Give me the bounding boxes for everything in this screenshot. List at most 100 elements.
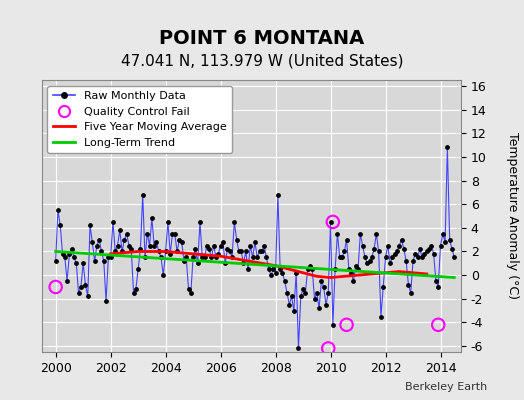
- Point: [198, 254, 206, 260]
- Y-axis label: Temperature Anomaly (°C): Temperature Anomaly (°C): [506, 132, 519, 300]
- Point: [294, 345, 303, 352]
- Point: [287, 293, 296, 300]
- Point: [79, 260, 88, 266]
- Point: [395, 242, 403, 249]
- Point: [196, 219, 204, 225]
- Point: [402, 258, 410, 264]
- Point: [95, 236, 103, 243]
- Point: [411, 251, 420, 257]
- Point: [262, 254, 270, 260]
- Point: [191, 246, 200, 252]
- Point: [88, 239, 96, 245]
- Point: [413, 254, 422, 260]
- Point: [253, 254, 261, 260]
- Point: [223, 246, 232, 252]
- Point: [347, 270, 355, 276]
- Point: [51, 284, 60, 290]
- Legend: Raw Monthly Data, Quality Control Fail, Five Year Moving Average, Long-Term Tren: Raw Monthly Data, Quality Control Fail, …: [48, 86, 233, 153]
- Point: [175, 236, 183, 243]
- Point: [173, 248, 181, 255]
- Point: [145, 242, 154, 249]
- Point: [127, 246, 135, 252]
- Point: [221, 260, 230, 266]
- Point: [237, 248, 245, 255]
- Point: [93, 242, 101, 249]
- Point: [187, 290, 195, 296]
- Point: [276, 266, 285, 272]
- Point: [377, 313, 385, 320]
- Text: Berkeley Earth: Berkeley Earth: [405, 382, 487, 392]
- Point: [225, 248, 234, 255]
- Point: [285, 302, 293, 308]
- Point: [200, 254, 209, 260]
- Point: [152, 239, 161, 245]
- Point: [157, 254, 165, 260]
- Point: [280, 278, 289, 284]
- Point: [345, 266, 353, 272]
- Point: [242, 248, 250, 255]
- Point: [308, 266, 316, 272]
- Point: [51, 258, 60, 264]
- Point: [340, 248, 348, 255]
- Point: [235, 248, 243, 255]
- Point: [141, 254, 149, 260]
- Point: [393, 248, 401, 255]
- Point: [129, 290, 138, 296]
- Point: [102, 298, 110, 304]
- Point: [65, 251, 73, 257]
- Point: [233, 236, 241, 243]
- Point: [372, 230, 380, 237]
- Point: [297, 293, 305, 300]
- Point: [118, 248, 126, 255]
- Point: [104, 254, 113, 260]
- Point: [363, 260, 372, 266]
- Point: [381, 254, 390, 260]
- Point: [171, 230, 179, 237]
- Point: [320, 284, 328, 290]
- Point: [86, 222, 94, 229]
- Point: [138, 192, 147, 198]
- Point: [148, 215, 156, 222]
- Point: [182, 254, 190, 260]
- Point: [230, 219, 238, 225]
- Point: [439, 230, 447, 237]
- Point: [335, 254, 344, 260]
- Point: [161, 248, 170, 255]
- Point: [375, 248, 383, 255]
- Point: [430, 251, 438, 257]
- Point: [111, 248, 119, 255]
- Point: [83, 293, 92, 300]
- Point: [299, 286, 307, 292]
- Point: [329, 219, 337, 225]
- Point: [409, 258, 417, 264]
- Point: [260, 242, 268, 249]
- Point: [313, 290, 321, 296]
- Point: [324, 345, 332, 352]
- Point: [205, 246, 213, 252]
- Point: [193, 260, 202, 266]
- Point: [384, 242, 392, 249]
- Point: [150, 242, 158, 249]
- Point: [292, 270, 300, 276]
- Point: [356, 230, 365, 237]
- Point: [365, 258, 374, 264]
- Point: [106, 254, 115, 260]
- Point: [283, 290, 291, 296]
- Point: [228, 254, 236, 260]
- Point: [338, 254, 346, 260]
- Point: [326, 219, 335, 225]
- Point: [244, 266, 252, 272]
- Point: [441, 239, 449, 245]
- Point: [136, 246, 145, 252]
- Point: [63, 278, 71, 284]
- Point: [434, 284, 442, 290]
- Point: [269, 266, 278, 272]
- Point: [123, 230, 131, 237]
- Point: [390, 251, 399, 257]
- Point: [77, 284, 85, 290]
- Point: [134, 266, 143, 272]
- Point: [379, 284, 387, 290]
- Point: [290, 308, 298, 314]
- Point: [81, 281, 90, 288]
- Point: [255, 248, 264, 255]
